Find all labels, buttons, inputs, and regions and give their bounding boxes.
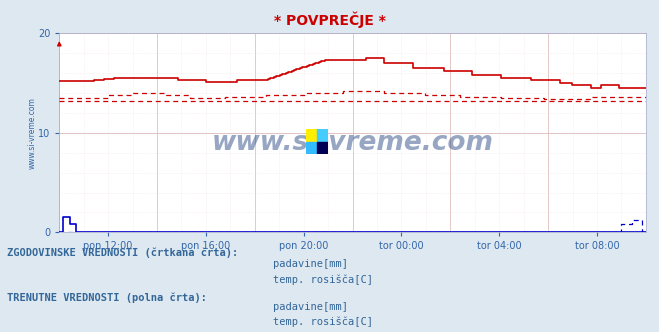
Text: ZGODOVINSKE VREDNOSTI (črtkana črta):: ZGODOVINSKE VREDNOSTI (črtkana črta):: [7, 247, 238, 258]
Text: padavine[mm]: padavine[mm]: [273, 302, 349, 312]
Text: * POVPREČJE *: * POVPREČJE *: [273, 12, 386, 28]
Text: temp. rosišča[C]: temp. rosišča[C]: [273, 317, 374, 327]
Y-axis label: www.si-vreme.com: www.si-vreme.com: [28, 97, 36, 169]
Text: TRENUTNE VREDNOSTI (polna črta):: TRENUTNE VREDNOSTI (polna črta):: [7, 292, 206, 303]
Bar: [306, 129, 317, 142]
Text: temp. rosišča[C]: temp. rosišča[C]: [273, 274, 374, 285]
Bar: [306, 142, 317, 154]
Bar: [317, 142, 328, 154]
Text: padavine[mm]: padavine[mm]: [273, 259, 349, 269]
Text: www.si-vreme.com: www.si-vreme.com: [212, 130, 494, 156]
Bar: [317, 129, 328, 142]
